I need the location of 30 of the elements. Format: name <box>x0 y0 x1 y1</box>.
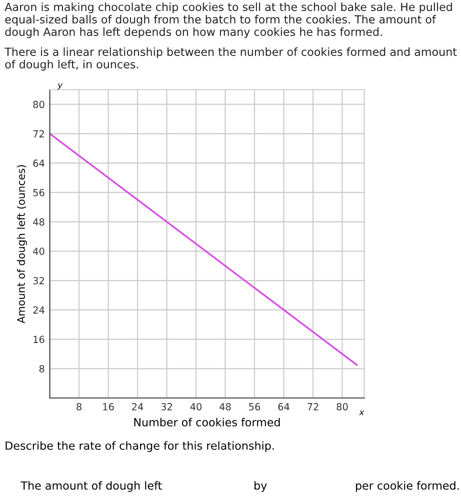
x-tick-label: 48 <box>220 403 231 410</box>
y-tick-label: 48 <box>33 218 44 226</box>
text: x <box>359 410 364 416</box>
annotation: y <box>57 83 63 90</box>
x-tick-label: 40 <box>190 403 202 410</box>
y-tick-label: 16 <box>34 336 44 344</box>
y-axis-title: Amount of dough left (ounces) <box>16 165 27 324</box>
x-tick-label: 64 <box>278 403 290 410</box>
y-tick-label: 24 <box>33 306 44 314</box>
x-tick-label: 72 <box>308 403 318 410</box>
x-tick-label: 32 <box>161 403 172 410</box>
y-tick-label: 72 <box>33 130 44 138</box>
x-tick-label: 24 <box>132 403 144 410</box>
chart-subtitle: There is a linear relationship between the number of cookies formed and amount of dough left, in ounces. <box>4 47 457 71</box>
y-tick-label: 56 <box>33 188 44 196</box>
text: per cookie formed. <box>356 481 459 492</box>
x-axis-title: Number of cookies formed <box>134 418 280 426</box>
x-tick-label: 80 <box>336 403 348 410</box>
y-tick-label: 80 <box>33 100 44 108</box>
text: The amount of dough left <box>20 481 162 492</box>
x-tick-label: 8 <box>76 403 82 410</box>
y-tick-label: 32 <box>33 277 44 284</box>
chart-title: Aaron is making chocolate chip cookies to sell at the school bake sale. He pulled equal-sized balls of dough from the batch to form the cookies. The amount of dough Aaron has left depends on how many cookies he has formed. <box>4 2 452 38</box>
y-tick-label: 40 <box>33 248 44 255</box>
y-tick-label: 8 <box>39 365 44 372</box>
y-tick-label: 64 <box>33 160 44 167</box>
text: Describe the rate of change for this relationship. <box>6 441 274 452</box>
x-tick-label: 56 <box>249 403 260 410</box>
x-tick-label: 16 <box>103 403 114 410</box>
text: by <box>254 481 267 492</box>
